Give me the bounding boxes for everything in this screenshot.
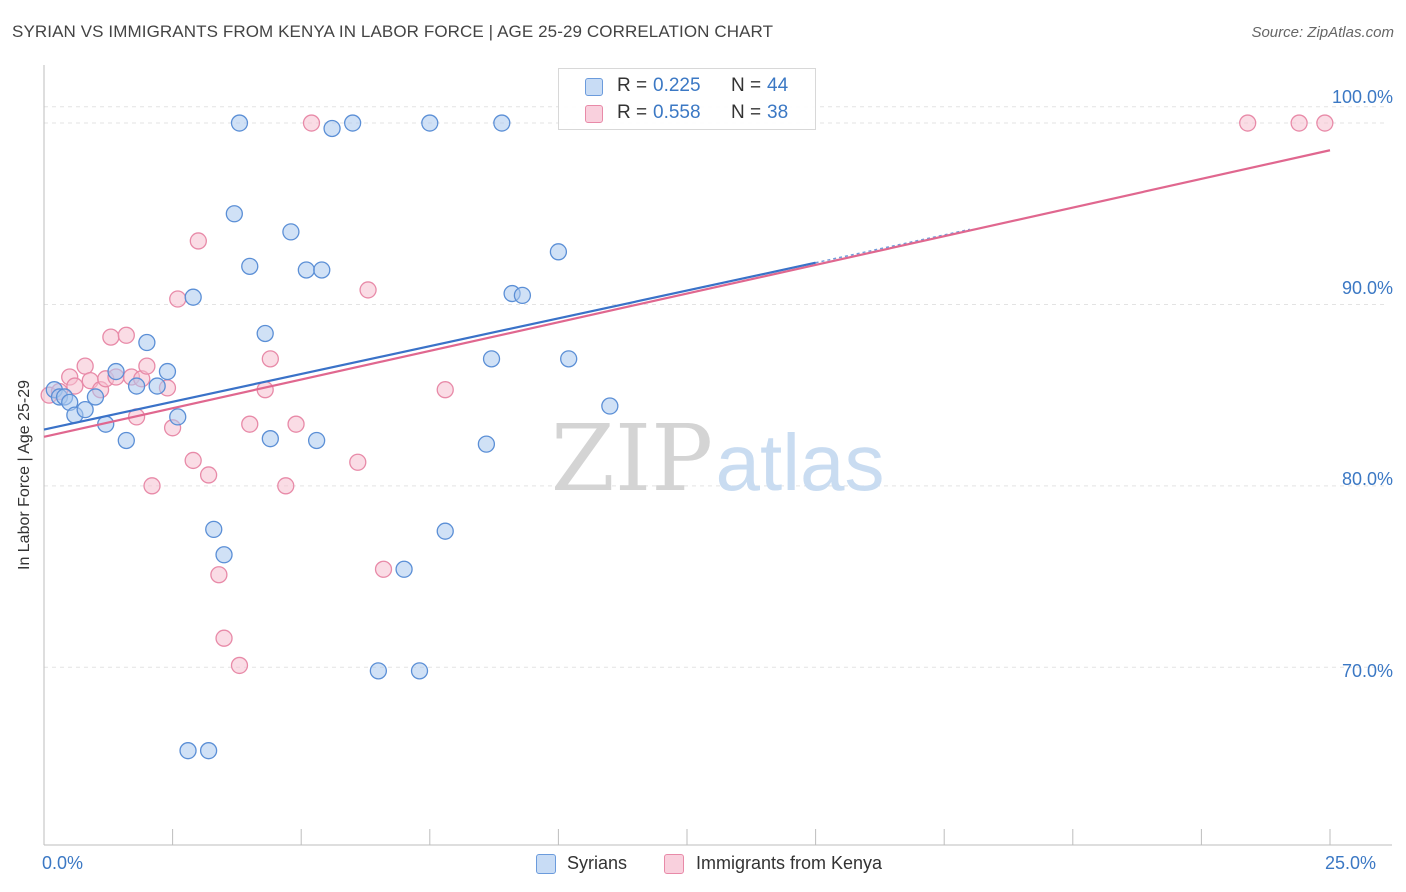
syrians-point — [261, 430, 279, 448]
kenya-point — [215, 629, 233, 647]
syrians-point — [282, 223, 300, 241]
kenya-point — [199, 466, 218, 484]
y-axis-label: In Labor Force | Age 25-29 — [16, 379, 33, 570]
syrians-point — [86, 388, 105, 406]
syrians-point — [138, 333, 156, 352]
kenya-point — [138, 357, 156, 375]
syrians-point — [241, 257, 259, 275]
series-legend: Syrians Immigrants from Kenya — [0, 853, 1406, 877]
syrians-point — [297, 261, 315, 279]
syrians-point — [184, 288, 202, 306]
legend-n-label: N = — [731, 102, 762, 123]
syrians-point — [395, 560, 413, 578]
kenya-point — [359, 281, 377, 299]
kenya-point — [1316, 114, 1334, 132]
syrians-point — [76, 401, 94, 419]
syrians-point — [343, 114, 362, 132]
syrians-point — [107, 362, 125, 381]
syrians-point — [169, 408, 187, 426]
kenya-point — [1290, 114, 1308, 132]
kenya-point — [169, 290, 187, 308]
trend-lines — [43, 149, 1331, 438]
syrians-point — [323, 119, 341, 138]
syrians-point — [158, 362, 177, 381]
kenya-point — [230, 656, 249, 675]
syrians-point — [493, 114, 511, 132]
correlation-legend: R = 0.225 N = 44 R = 0.558 N = 38 — [558, 68, 816, 130]
kenya-point — [261, 350, 279, 368]
syrians-point — [256, 324, 274, 343]
legend-swatch-kenya — [585, 105, 603, 123]
series-syrians-points — [45, 114, 619, 760]
watermark: ZIP atlas — [551, 405, 885, 512]
y-tick-label: 90.0% — [1341, 278, 1393, 298]
legend-n-value-kenya: 38 — [767, 102, 789, 123]
kenya-trend-line — [43, 149, 1331, 438]
legend-swatch-kenya — [664, 854, 684, 874]
legend-swatch-syrians — [585, 78, 603, 96]
syrians-point — [307, 431, 326, 450]
axes — [43, 65, 1392, 846]
kenya-point — [184, 451, 202, 470]
kenya-point — [210, 566, 228, 584]
watermark-zip: ZIP — [551, 405, 713, 512]
legend-r-label: R = — [617, 75, 648, 96]
syrians-point — [421, 114, 439, 132]
syrians-point — [482, 350, 501, 368]
kenya-point — [66, 377, 84, 395]
chart-title: SYRIAN VS IMMIGRANTS FROM KENYA IN LABOR… — [12, 22, 774, 41]
kenya-point — [241, 415, 259, 433]
syrians-point — [215, 546, 233, 564]
kenya-point — [277, 477, 295, 495]
syrians-point — [410, 662, 429, 680]
y-tick-label: 70.0% — [1341, 661, 1393, 681]
syrians-point — [513, 286, 532, 305]
kenya-point — [302, 114, 321, 132]
x-tick-label-min: 0.0% — [42, 853, 84, 873]
syrians-point — [205, 520, 223, 539]
chart-source: Source: ZipAtlas.com — [1251, 24, 1394, 41]
kenya-point — [143, 477, 161, 495]
legend-label-kenya: Immigrants from Kenya — [696, 853, 883, 873]
legend-r-value-kenya: 0.558 — [653, 102, 701, 123]
y-tick-label: 100.0% — [1331, 87, 1393, 107]
syrians-point — [369, 662, 388, 680]
kenya-point — [349, 453, 367, 471]
syrians-point — [313, 261, 331, 279]
kenya-point — [76, 357, 94, 375]
kenya-point — [374, 560, 393, 578]
legend-n-value-syrians: 44 — [767, 75, 789, 96]
legend-r-label: R = — [617, 102, 648, 123]
syrians-point — [560, 350, 578, 368]
syrians-point — [148, 377, 166, 395]
syrians-point — [436, 522, 454, 540]
syrians-point — [117, 431, 135, 450]
kenya-point — [117, 326, 135, 344]
syrians-point — [601, 397, 619, 415]
kenya-point — [189, 232, 207, 250]
legend-n-label: N = — [731, 75, 762, 96]
kenya-point — [102, 328, 120, 346]
y-tick-label: 80.0% — [1341, 469, 1393, 489]
x-tick-label-max: 25.0% — [1325, 853, 1377, 873]
syrians-point — [230, 114, 249, 132]
kenya-point — [436, 381, 454, 399]
kenya-point — [1239, 114, 1257, 132]
syrians-trend-line — [43, 261, 816, 431]
syrians-point — [179, 742, 197, 760]
syrians-point — [127, 377, 146, 395]
legend-label-syrians: Syrians — [567, 853, 628, 873]
syrians-trend-extension — [815, 228, 971, 264]
syrians-point — [477, 435, 496, 453]
watermark-atlas: atlas — [716, 418, 885, 507]
legend-r-value-syrians: 0.225 — [653, 75, 701, 96]
legend-swatch-syrians — [536, 854, 556, 874]
syrians-point — [549, 243, 568, 261]
syrians-point — [225, 205, 243, 223]
kenya-point — [287, 415, 305, 433]
syrians-point — [199, 742, 218, 760]
